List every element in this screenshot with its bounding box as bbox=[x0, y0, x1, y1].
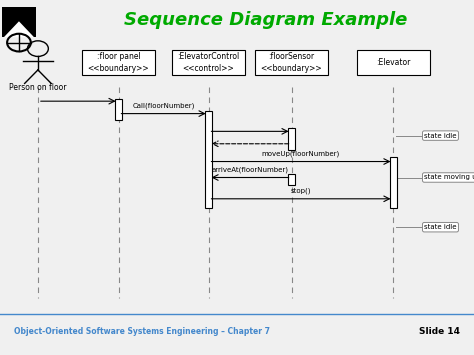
Text: Person on floor: Person on floor bbox=[9, 83, 67, 92]
Text: state moving up: state moving up bbox=[424, 175, 474, 180]
FancyBboxPatch shape bbox=[255, 50, 328, 75]
FancyBboxPatch shape bbox=[115, 99, 122, 120]
Text: stop(): stop() bbox=[291, 188, 311, 194]
FancyBboxPatch shape bbox=[2, 7, 36, 37]
Text: Slide 14: Slide 14 bbox=[419, 327, 460, 337]
FancyBboxPatch shape bbox=[172, 50, 246, 75]
Polygon shape bbox=[4, 21, 34, 37]
Text: :Elevator: :Elevator bbox=[376, 58, 410, 67]
FancyBboxPatch shape bbox=[288, 128, 295, 150]
FancyBboxPatch shape bbox=[205, 111, 212, 208]
Text: arriveAt(floorNumber): arriveAt(floorNumber) bbox=[211, 166, 289, 173]
Text: Call(floorNumber): Call(floorNumber) bbox=[132, 103, 195, 109]
Text: :floor panel
<<boundary>>: :floor panel <<boundary>> bbox=[88, 52, 149, 72]
Text: :ElevatorControl
<<control>>: :ElevatorControl <<control>> bbox=[177, 52, 240, 72]
FancyBboxPatch shape bbox=[82, 50, 155, 75]
Text: Sequence Diagram Example: Sequence Diagram Example bbox=[124, 11, 407, 28]
FancyBboxPatch shape bbox=[288, 174, 295, 185]
Text: state idle: state idle bbox=[424, 224, 457, 230]
Text: Object-Oriented Software Systems Engineering – Chapter 7: Object-Oriented Software Systems Enginee… bbox=[14, 327, 270, 337]
Text: moveUp(floorNumber): moveUp(floorNumber) bbox=[262, 151, 340, 157]
FancyBboxPatch shape bbox=[390, 157, 397, 208]
FancyBboxPatch shape bbox=[356, 50, 430, 75]
Text: :floorSensor
<<boundary>>: :floorSensor <<boundary>> bbox=[261, 52, 322, 72]
Text: state idle: state idle bbox=[424, 133, 457, 138]
